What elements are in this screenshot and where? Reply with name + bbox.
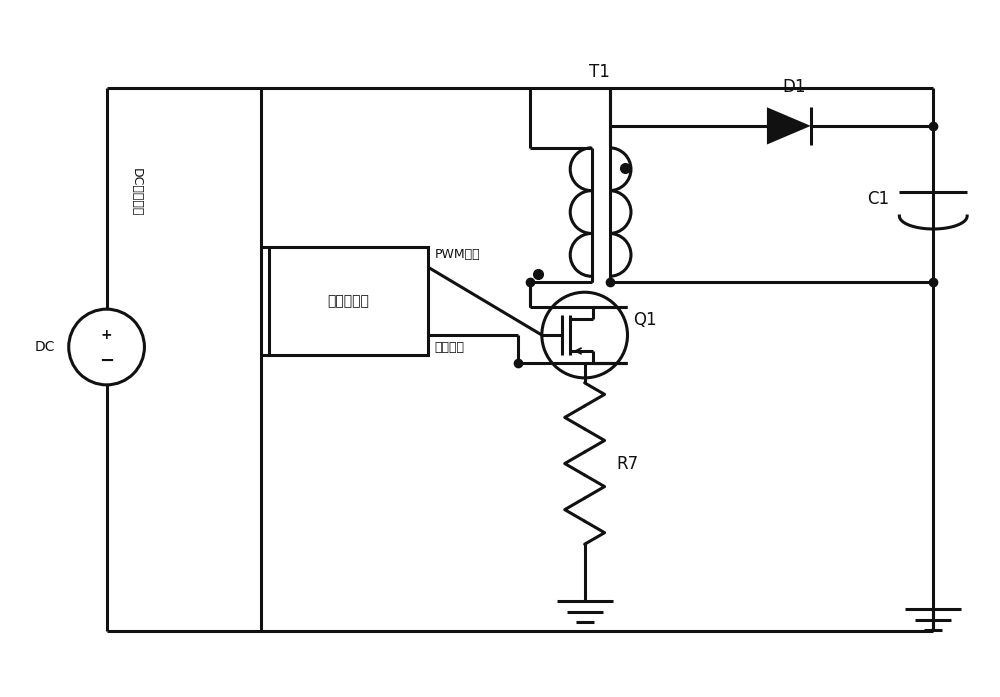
Text: T1: T1 (589, 63, 610, 81)
Text: Q1: Q1 (633, 311, 657, 329)
Text: R7: R7 (617, 454, 639, 473)
Text: DC: DC (34, 340, 55, 354)
Text: 电流采样: 电流采样 (434, 341, 464, 354)
Text: D1: D1 (782, 78, 806, 96)
Polygon shape (767, 107, 811, 144)
Text: C1: C1 (867, 190, 889, 208)
Text: PWM脉冲: PWM脉冲 (434, 248, 480, 261)
Text: 电源控制器: 电源控制器 (328, 294, 370, 308)
Text: +: + (101, 328, 112, 342)
Text: −: − (99, 352, 114, 370)
Text: DC直流电源: DC直流电源 (130, 169, 143, 217)
Bar (269, 247, 428, 355)
